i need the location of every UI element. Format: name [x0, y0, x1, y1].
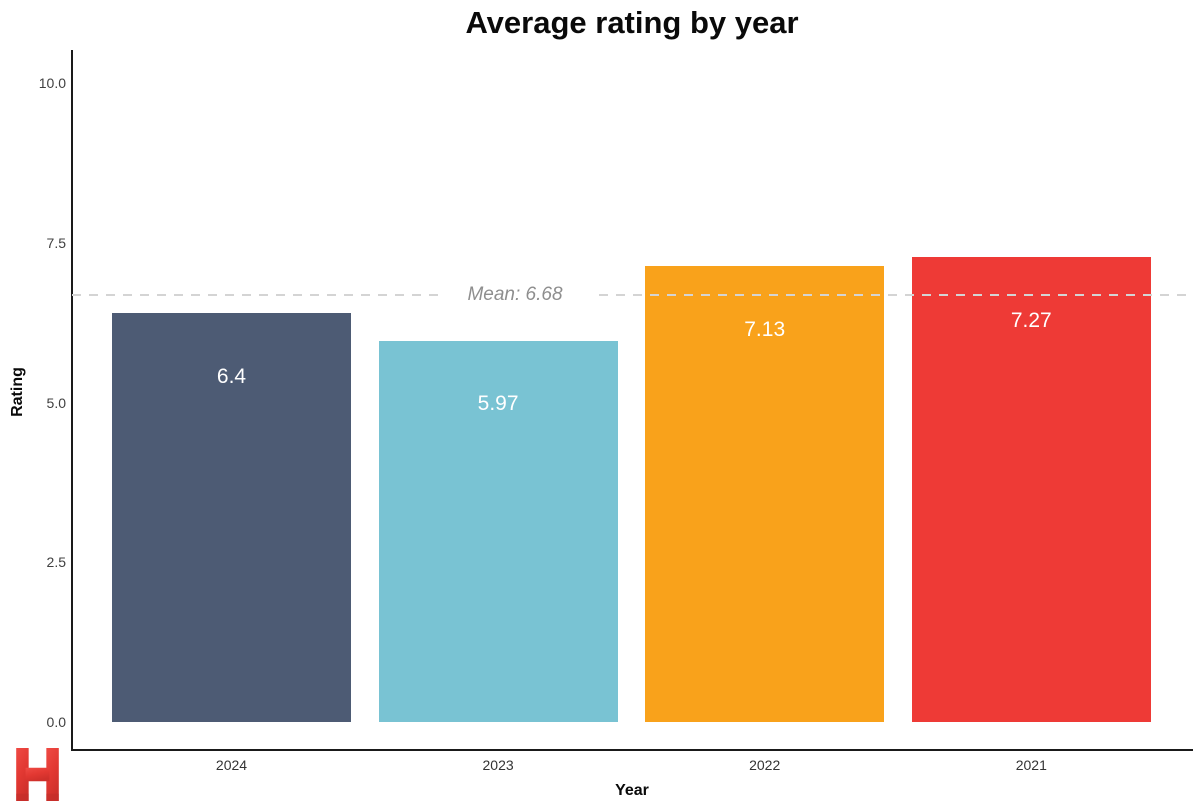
bar-value-label: 7.27	[1010, 309, 1052, 333]
x-tick-label: 2024	[215, 757, 248, 773]
y-tick-label: 10.0	[38, 75, 66, 91]
red-h-logo-icon	[16, 748, 59, 801]
mean-line-label: Mean: 6.68	[438, 281, 592, 309]
bar-2021	[911, 257, 1151, 722]
mean-reference-line	[72, 294, 1193, 297]
bar-2023	[378, 340, 618, 722]
y-axis-line	[71, 50, 73, 751]
x-tick-label: 2023	[482, 757, 514, 773]
bar-value-label: 7.13	[744, 318, 786, 342]
y-tick-label: 7.5	[46, 234, 66, 251]
bar-value-label: 6.4	[216, 364, 247, 388]
x-axis-line	[71, 749, 1193, 751]
y-tick-label: 5.0	[46, 394, 66, 411]
x-tick-label: 2021	[1015, 757, 1047, 773]
x-axis-title: Year	[615, 782, 649, 799]
y-tick-label: 0.0	[46, 714, 66, 730]
x-tick-label: 2022	[749, 757, 781, 773]
bar-2024	[112, 313, 351, 722]
chart-title: Average rating by year	[465, 5, 799, 40]
bar-value-label: 5.97	[477, 392, 519, 416]
bar-2022	[645, 266, 885, 722]
y-tick-label: 2.5	[46, 554, 66, 571]
